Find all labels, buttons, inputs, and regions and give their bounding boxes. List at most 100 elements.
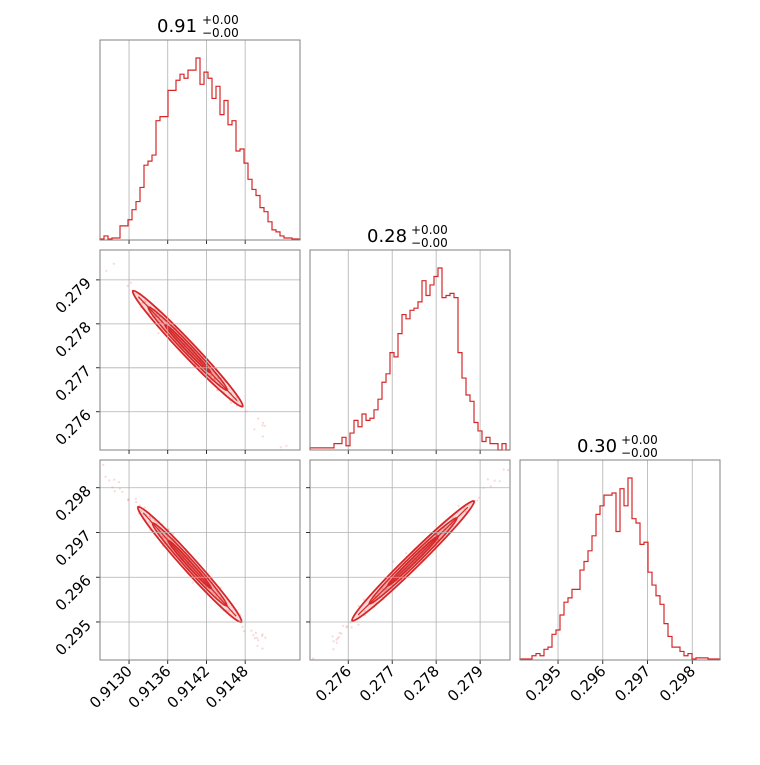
2d-p2-p3-point-83 [386,586,389,589]
2d-p2-p3-ridge [357,506,469,616]
2d-p1-p3-point-109 [104,475,107,478]
title-plus: +0.00 [202,13,239,27]
2d-p1-p2-point-131 [235,396,238,399]
2d-p1-p3-point-59 [264,636,267,639]
2d-p1-p3-point-128 [254,631,257,635]
histogram-hist-p1 [99,39,301,244]
2d-p1-p3-point-74 [143,506,146,509]
2d-p2-p3-point-59 [335,641,338,645]
2d-p1-p2-point-62 [157,332,160,335]
2d-p1-p2-point-74 [144,301,147,304]
2d-p2-p3-point-91 [332,640,335,643]
2d-p1-p3-point-64 [153,519,156,523]
2d-p1-p3-point-46 [257,639,260,642]
2d-p2-p3-point-120 [363,610,366,613]
2d-p2-p3-frame [309,459,511,661]
2d-p2-p3-point-109 [357,623,360,626]
hist-p3-step-line [519,477,721,660]
2d-p2-p3-point-68 [392,560,395,563]
2d-p1-p3-frame [99,459,301,661]
2d-p2-p3-point-48 [477,496,480,499]
2d-p2-p3-point-10 [312,657,315,660]
title-minus: −0.00 [202,26,239,40]
2d-p1-p2-point-110 [236,400,239,403]
2d-p1-p3-point-23 [252,634,255,637]
2d-p2-p3-point-104 [357,604,360,608]
2d-p1-p3-point-97 [253,637,256,640]
2d-p1-p3-point-35 [242,630,246,633]
2d-p1-p3-ridge [142,512,237,617]
title-minus: −0.00 [621,446,658,460]
2d-p1-p3-point-100 [250,629,253,632]
2d-p2-p3-point-2 [457,504,460,507]
histogram-hist-p2 [309,249,511,454]
2d-p1-p2-ridge [137,296,238,402]
title-minus: −0.00 [411,236,448,250]
2d-p1-p2-point-11 [141,302,144,305]
2d-p2-p3-point-107 [338,631,341,635]
2d-p1-p2-point-106 [261,435,264,438]
2d-p2-p3-point-95 [493,479,496,482]
2d-p2-p3-point-152 [498,480,501,483]
2d-p2-p3-point-31 [486,478,489,481]
2d-p2-p3-point-96 [489,485,492,488]
title-param-3: 0.30 +0.00 −0.00 [577,433,658,460]
hist-p3-frame [519,459,721,661]
2d-p2-p3-contour-outer [351,500,476,622]
2d-p2-p3-point-52 [476,499,479,502]
title-value: 0.28 [367,226,407,247]
2d-p1-p3-point-10 [108,479,111,482]
2d-p1-p3-point-133 [113,478,116,481]
2d-p1-p2-point-129 [263,424,266,427]
title-value: 0.91 [157,16,197,37]
2d-p1-p2-point-31 [261,424,264,427]
2d-p1-p3-point-41 [256,636,259,640]
hist-p2-step-line [309,267,510,451]
2d-p1-p3-point-122 [172,532,175,535]
2d-p2-p3-point-9 [435,533,438,537]
2d-p2-p3-point-129 [340,632,343,635]
title-value: 0.30 [577,436,617,457]
2d-p1-p3-point-16 [261,633,264,636]
2d-p1-p3-point-125 [135,501,138,504]
2d-p2-p3-point-4 [345,625,348,628]
2d-p2-p3-point-117 [335,638,338,641]
2d-p1-p3-point-22 [241,625,244,629]
2d-p2-p3-plot-area [312,468,510,660]
2d-p2-p3-point-75 [451,516,454,519]
2d-p2-p3-point-8 [331,635,334,638]
2d-p1-p3-point-150 [227,609,230,612]
2d-p1-p3-point-2 [127,498,130,501]
2d-p1-p3-point-6 [149,515,152,519]
2d-p2-p3-point-25 [332,648,335,651]
hist-p2-frame [309,249,511,451]
hist-p1-step-line [99,57,301,240]
2d-p1-p2-plot-area [105,262,288,449]
2d-p1-p3-point-123 [148,515,151,518]
2d-p1-p2-point-21 [105,269,108,272]
title-plus: +0.00 [411,223,448,237]
2d-p2-p3-point-44 [467,504,470,507]
2d-p1-p3-point-34 [102,463,105,466]
2d-p1-p2-point-96 [262,421,265,424]
hist-p1-frame [99,39,301,241]
2d-p2-p3-point-159 [345,626,348,629]
2d-p1-p3-point-86 [256,644,259,647]
2d-p1-p3-point-31 [117,481,120,484]
2d-p1-p2-point-44 [213,378,216,381]
2d-p1-p2-frame [99,249,301,451]
2d-p1-p2-point-53 [253,428,256,431]
title-plus: +0.00 [621,433,658,447]
2d-p1-p2-point-98 [285,444,288,447]
2d-p1-p2-point-46 [143,300,146,303]
2d-p1-p3-point-119 [121,490,124,493]
2d-p1-p3-point-66 [140,509,143,512]
2d-p2-p3-point-158 [350,626,353,629]
2d-p1-p3-point-60 [191,581,194,584]
2d-p1-p3-point-27 [167,528,170,531]
2d-p1-p2-point-86 [112,262,115,265]
2d-p2-p3-point-124 [502,468,505,471]
